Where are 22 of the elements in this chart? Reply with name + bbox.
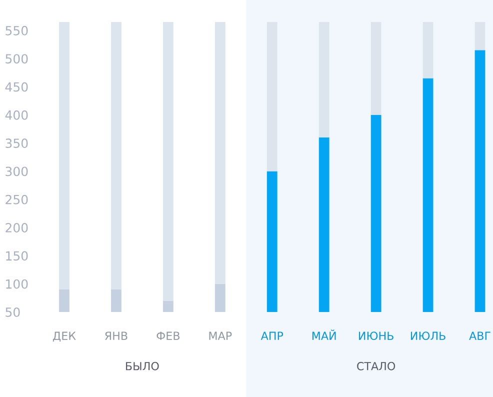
text: БЫЛО: [126, 362, 159, 370]
y-tick-label: 100: [6, 279, 28, 289]
x-tick-label: ИЮНЬ: [359, 332, 394, 340]
x-tick-label: ДЕК: [52, 332, 76, 342]
x-tick-label: ФЕВ: [156, 332, 180, 340]
x-tick-label: МАЙ: [312, 330, 336, 340]
band-label: СТАЛО: [357, 362, 396, 370]
y-tick-label: 400: [5, 110, 28, 120]
y-tick-label: 150: [6, 251, 28, 261]
y-tick-label: 50: [6, 307, 20, 317]
x-tick-label: ИЮЛЬ: [410, 332, 446, 340]
y-tick-label: 450: [5, 82, 28, 92]
y-tick-label: 300: [6, 166, 28, 176]
y-tick-label: 350: [6, 138, 28, 148]
y-tick-label: 500: [6, 54, 28, 64]
y-tick-label: 200: [6, 223, 28, 232]
y-tick-label: 250: [6, 194, 28, 204]
y-tick-label: 550: [6, 26, 28, 36]
x-tick-label: АПР: [260, 332, 284, 340]
x-tick-label: АВГ: [469, 332, 490, 340]
x-tick-label: МАР: [209, 332, 232, 340]
x-tick-label: ЯНВ: [105, 332, 128, 340]
